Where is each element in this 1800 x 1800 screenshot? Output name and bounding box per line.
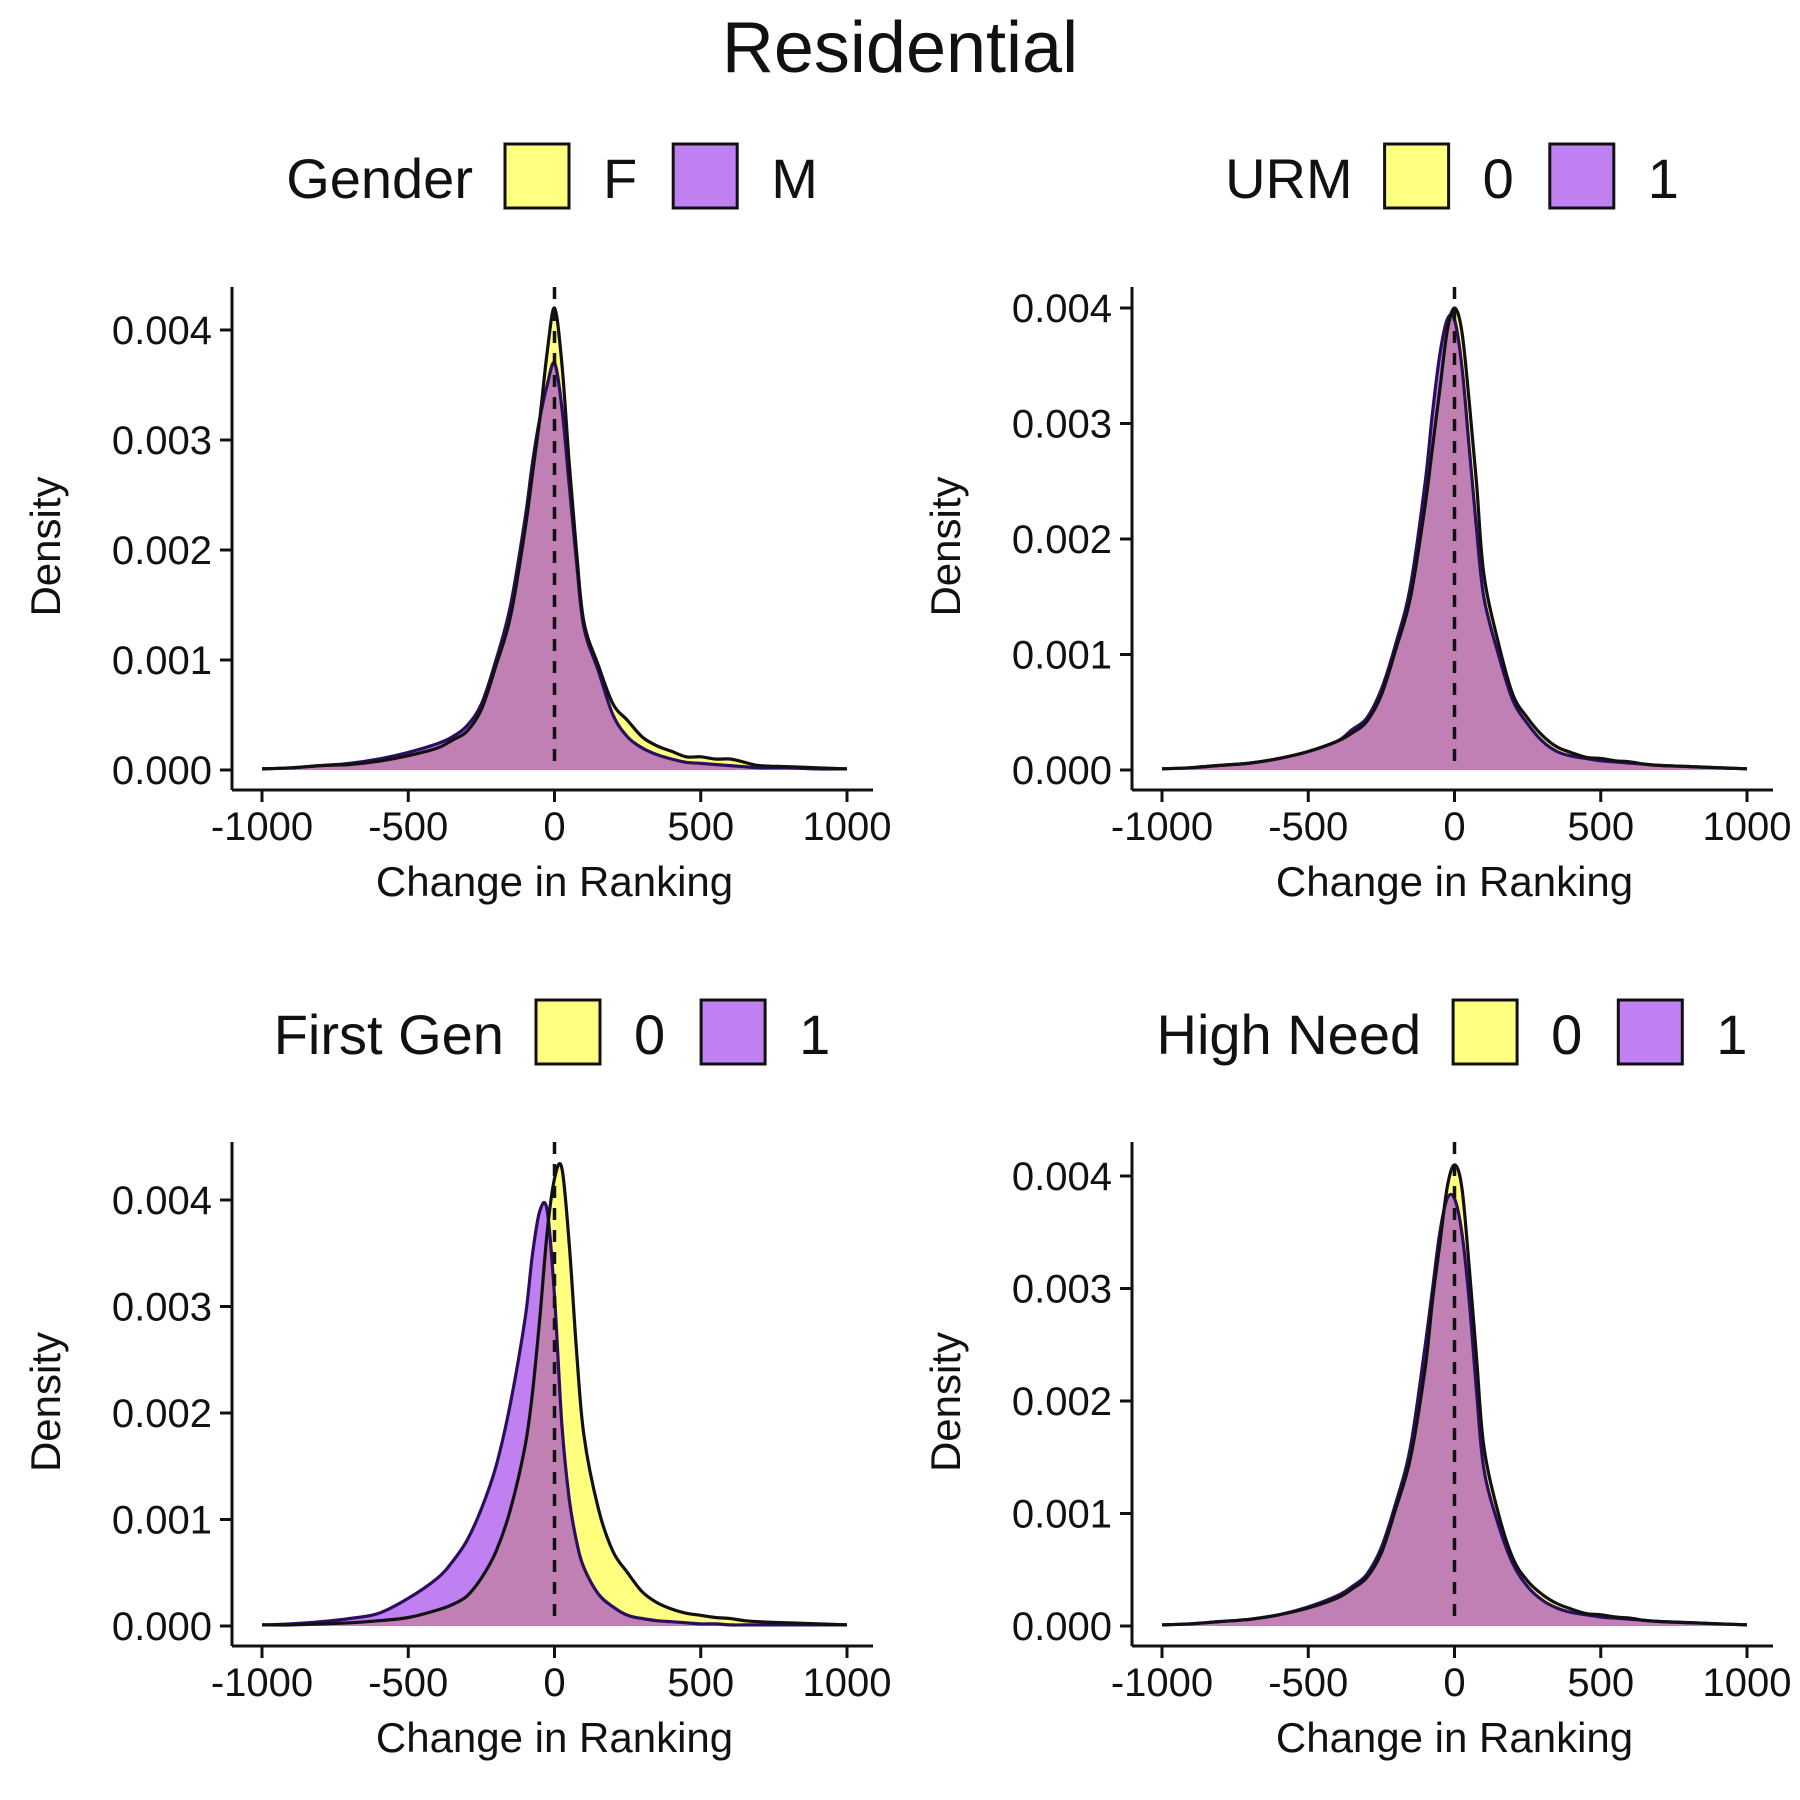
panel-2-legend-title: URM [1225, 147, 1353, 210]
panel-2-y-tick-label: 0.001 [1012, 634, 1112, 678]
panel-4-x-tick-label: 1000 [1703, 1661, 1792, 1705]
panel-2-legend-swatch-1 [1548, 142, 1616, 210]
panel-3-legend: First Gen 0 1 [274, 998, 830, 1066]
panel-3-y-tick-label: 0.002 [112, 1392, 212, 1436]
panel-1-y-axis-label: Density [22, 476, 69, 616]
panel-1-density-overlap [262, 362, 847, 770]
panel-4-density-line-0 [1161, 1163, 1748, 1627]
panel-2: -1000 -500 0 500 1000 0.000 0.001 0.002 0.003 0.0… [922, 142, 1792, 905]
panel-1-density-line-M [261, 360, 848, 771]
panel-3: -1000 -500 0 500 1000 0.000 0.001 0.002 0.003 0.0… [22, 998, 892, 1761]
panel-1-x-tick-label: 500 [667, 805, 734, 849]
panel-3-legend-title: First Gen [274, 1003, 504, 1066]
panel-1-y-tick-label: 0.001 [112, 639, 212, 683]
panel-1-legend-label-M: M [771, 147, 818, 210]
panel-4-legend-label-1: 1 [1716, 1003, 1747, 1066]
panel-1-legend-swatch-F [503, 142, 571, 210]
panel-1-x-tick-label: -1000 [211, 805, 313, 849]
panel-4-y-tick-label: 0.000 [1012, 1605, 1112, 1649]
panel-1-legend-swatch-M [671, 142, 739, 210]
panel-1-x-axis-label: Change in Ranking [376, 858, 733, 905]
panel-2-density-line-0 [1161, 306, 1748, 771]
panel-1-density-line-F [261, 306, 848, 771]
panel-4-y-tick-label: 0.002 [1012, 1380, 1112, 1424]
panel-2-x-tick-label: 1000 [1703, 805, 1792, 849]
panel-3-x-tick-label: 0 [543, 1661, 565, 1705]
panel-4-y-tick-label: 0.003 [1012, 1268, 1112, 1312]
panel-3-y-axis-label: Density [22, 1332, 69, 1472]
panel-3-density-line-1 [261, 1200, 847, 1627]
panel-4-x-tick-label: 0 [1443, 1661, 1465, 1705]
panel-3-x-tick-label: -500 [368, 1661, 448, 1705]
panel-2-x-tick-label: -500 [1268, 805, 1348, 849]
panel-3-x-tick-label: 1000 [803, 1661, 892, 1705]
panel-2-x-tick-label: 0 [1443, 805, 1465, 849]
panel-4-y-tick-label: 0.001 [1012, 1493, 1112, 1537]
panel-1-y-tick-label: 0.003 [112, 419, 212, 463]
panel-2-y-tick-label: 0.004 [1012, 287, 1112, 331]
panel-3-y-tick-label: 0.003 [112, 1286, 212, 1330]
panel-2-x-tick-label: -1000 [1111, 805, 1213, 849]
panels: -1000 -500 0 500 10000.0000.0010.0020.0030.0… [22, 142, 1792, 1761]
panel-4-legend-title: High Need [1157, 1003, 1422, 1066]
panel-1-y-tick-label: 0.002 [112, 529, 212, 573]
panel-1-x-tick-label: 0 [543, 805, 565, 849]
panel-4-legend-swatch-1 [1616, 998, 1684, 1066]
panel-3-legend-label-1: 1 [799, 1003, 830, 1066]
panel-4-legend: High Need 0 1 [1157, 998, 1747, 1066]
panel-2-y-axis-label: Density [922, 476, 969, 616]
panel-2-x-axis-label: Change in Ranking [1276, 858, 1633, 905]
panel-4-x-tick-label: -1000 [1111, 1661, 1213, 1705]
panel-1-legend-label-F: F [603, 147, 637, 210]
panel-4-x-tick-label: -500 [1268, 1661, 1348, 1705]
panel-3-legend-swatch-0 [534, 998, 602, 1066]
main-title: Residential [722, 8, 1078, 88]
panel-3-x-tick-label: -1000 [211, 1661, 313, 1705]
panel-2-x-tick-label: 500 [1567, 805, 1634, 849]
panel-3-y-tick-label: 0.000 [112, 1605, 212, 1649]
panel-3-density-line-0 [261, 1162, 848, 1627]
panel-2-legend: URM 0 1 [1225, 142, 1679, 210]
panel-2-y-tick-label: 0.002 [1012, 518, 1112, 562]
panel-1-y-tick-label: 0.004 [112, 309, 212, 353]
panel-4-legend-swatch-0 [1451, 998, 1519, 1066]
panel-4-y-tick-label: 0.004 [1012, 1155, 1112, 1199]
panel-3-y-tick-label: 0.001 [112, 1499, 212, 1543]
panel-1-x-tick-label: 1000 [803, 805, 892, 849]
panel-4-x-tick-label: 500 [1567, 1661, 1634, 1705]
panel-2-legend-label-1: 1 [1648, 147, 1679, 210]
panel-1-y-tick-label: 0.000 [112, 749, 212, 793]
panel-2-y-tick-label: 0.003 [1012, 403, 1112, 447]
panel-4: -1000 -500 0 500 1000 0.000 0.001 0.002 0.003 0.0… [922, 998, 1792, 1761]
panel-1-legend: Gender F M [286, 142, 818, 210]
panel-2-density-overlap [1162, 317, 1747, 770]
panel-3-legend-label-0: 0 [634, 1003, 665, 1066]
panel-1: -1000 -500 0 500 1000 0.000 0.001 0.002 0.003 0.0… [22, 142, 892, 905]
panel-1-legend-title: Gender [286, 147, 473, 210]
panel-3-x-tick-label: 500 [667, 1661, 734, 1705]
panel-4-legend-label-0: 0 [1551, 1003, 1582, 1066]
panel-2-legend-label-0: 0 [1483, 147, 1514, 210]
panel-3-legend-swatch-1 [699, 998, 767, 1066]
panel-3-y-tick-label: 0.004 [112, 1179, 212, 1223]
panel-3-x-axis-label: Change in Ranking [376, 1714, 733, 1761]
panel-2-y-tick-label: 0.000 [1012, 749, 1112, 793]
panel-4-x-axis-label: Change in Ranking [1276, 1714, 1633, 1761]
panel-1-x-tick-label: -500 [368, 805, 448, 849]
panel-4-y-axis-label: Density [922, 1332, 969, 1472]
panel-2-legend-swatch-0 [1383, 142, 1451, 210]
